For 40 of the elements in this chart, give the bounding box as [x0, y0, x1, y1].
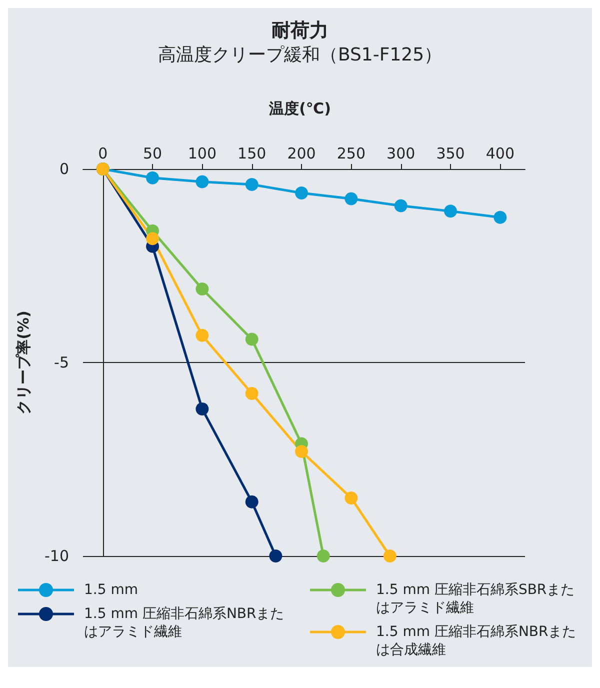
x-tick-label: 50	[142, 144, 162, 162]
point	[383, 550, 396, 562]
point	[444, 204, 458, 218]
point	[196, 328, 209, 342]
point	[245, 386, 258, 400]
y-axis-title: クリープ率(%)	[14, 310, 32, 414]
x-tick-label: 200	[287, 144, 316, 162]
point	[196, 282, 209, 296]
point	[196, 402, 209, 416]
point	[146, 171, 160, 184]
point	[394, 199, 408, 212]
point	[245, 332, 258, 346]
y-tick-label: 0	[59, 160, 69, 178]
point	[344, 192, 358, 206]
point	[295, 445, 308, 458]
x-tick-label: 0	[98, 144, 108, 162]
x-axis-title: 温度(℃)	[268, 100, 331, 118]
y-tick-label: -5	[54, 354, 69, 372]
x-tick-label: 400	[486, 144, 514, 162]
y-tick-label: -10	[44, 547, 69, 565]
legend-label: 1.5 mm 圧縮非石綿系NBRまたは合成繊維	[376, 623, 578, 659]
point	[146, 232, 160, 246]
point	[245, 495, 258, 508]
point	[295, 186, 308, 200]
legend-label: 1.5 mm	[84, 581, 138, 599]
x-tick-label: 350	[436, 144, 465, 162]
point	[344, 491, 358, 504]
point	[269, 550, 282, 562]
point	[245, 178, 258, 191]
point	[196, 175, 209, 188]
point	[494, 210, 507, 224]
x-tick-label: 100	[188, 144, 217, 162]
legend-label: 1.5 mm 圧縮非石綿系SBRまたはアラミド繊維	[376, 581, 576, 617]
x-tick-label: 250	[336, 144, 366, 162]
point	[316, 550, 330, 562]
chart-subtitle: 高温度クリープ緩和（BS1-F125）	[158, 44, 442, 66]
x-tick-label: 150	[238, 144, 266, 162]
legend-label: 1.5 mm 圧縮非石綿系NBRまたはアラミド繊維	[84, 605, 286, 641]
x-tick-label: 300	[386, 144, 416, 162]
chart-title: 耐荷力	[272, 20, 328, 42]
